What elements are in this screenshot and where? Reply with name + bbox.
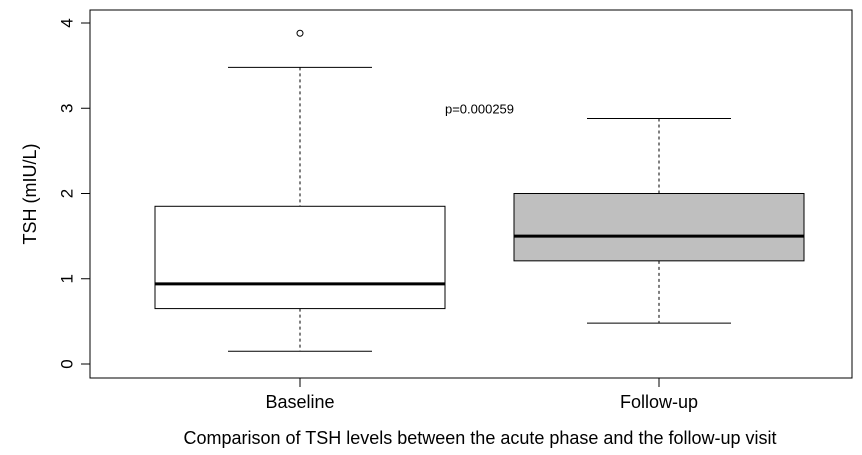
y-tick-label: 4 — [57, 18, 76, 27]
box-iqr — [154, 205, 446, 310]
box-iqr — [513, 193, 805, 262]
box-group-baseline — [154, 29, 446, 352]
x-tick-label: Follow-up — [620, 392, 698, 412]
x-axis-label: Comparison of TSH levels between the acu… — [184, 428, 777, 448]
x-axis: Baseline Follow-up — [265, 377, 698, 412]
x-tick-label: Baseline — [265, 392, 334, 412]
y-axis-label: TSH (mIU/L) — [20, 144, 40, 245]
y-tick-label: 1 — [57, 274, 76, 283]
box-group-follow-up — [513, 117, 805, 324]
y-tick-label: 3 — [57, 104, 76, 113]
p-value-annotation: p=0.000259 — [445, 101, 514, 116]
boxes — [154, 29, 805, 352]
y-tick-label: 0 — [57, 359, 76, 368]
y-axis: 0 1 2 3 4 — [57, 18, 91, 369]
outlier-point — [296, 29, 304, 37]
y-tick-label: 2 — [57, 189, 76, 198]
